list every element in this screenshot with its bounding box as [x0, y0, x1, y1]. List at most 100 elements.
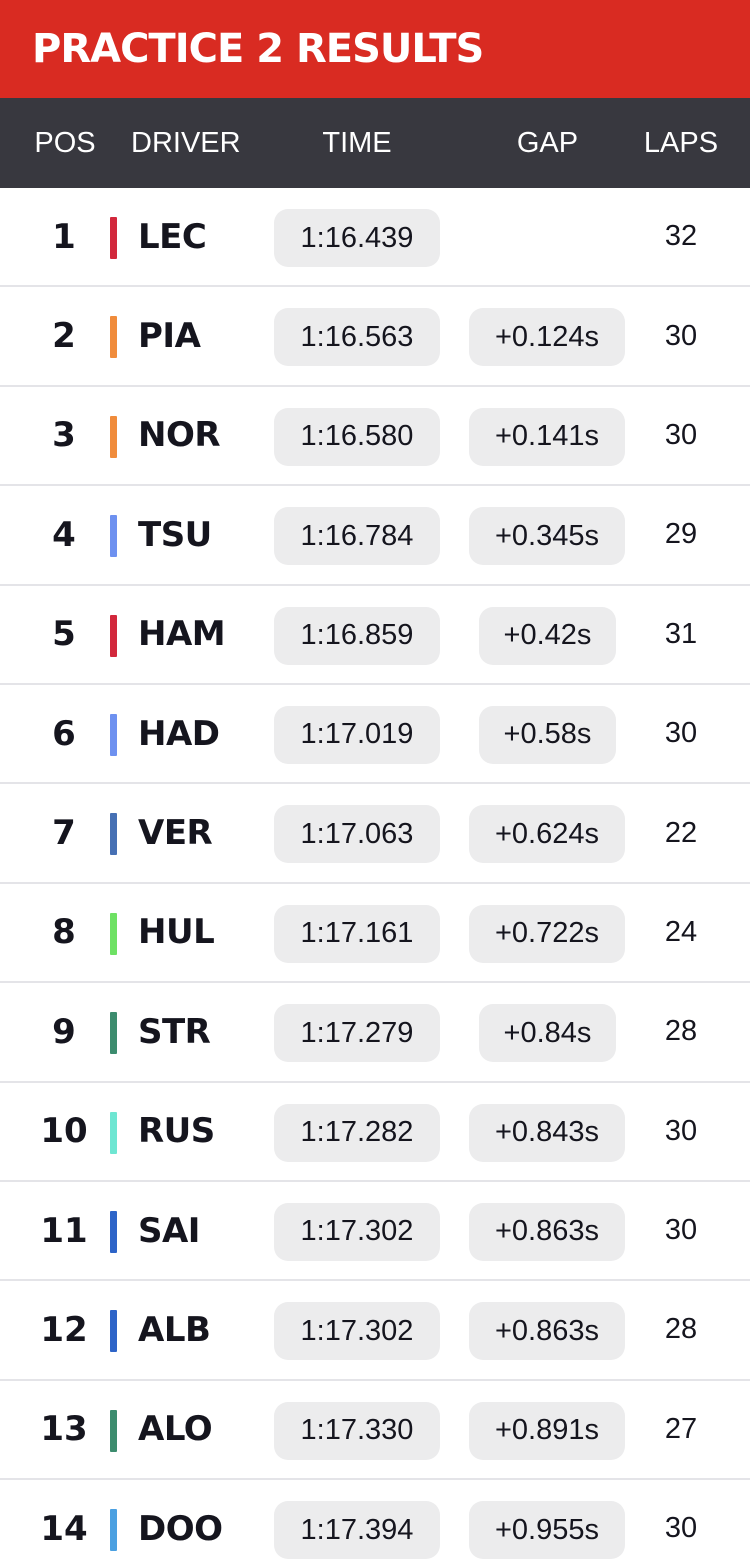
lap-time: 1:17.019 — [274, 705, 440, 764]
lap-time: 1:17.302 — [274, 1302, 440, 1361]
table-row[interactable]: 14 DOO 1:17.394 +0.955s 30 — [0, 1480, 750, 1566]
position: 1 — [52, 216, 76, 257]
gap-to-leader: +0.124s — [469, 308, 625, 367]
column-header-driver: DRIVER — [131, 127, 241, 159]
driver-code: LEC — [138, 216, 207, 257]
lap-time: 1:16.784 — [274, 507, 440, 566]
gap-to-leader: +0.624s — [469, 805, 625, 864]
lap-count: 27 — [664, 1412, 698, 1445]
title-bar: PRACTICE 2 RESULTS — [0, 0, 750, 98]
table-row[interactable]: 7 VER 1:17.063 +0.624s 22 — [0, 784, 750, 884]
position: 7 — [52, 813, 76, 854]
table-row[interactable]: 2 PIA 1:16.563 +0.124s 30 — [0, 287, 750, 387]
gap-to-leader: +0.863s — [469, 1202, 625, 1261]
lap-time: 1:16.859 — [274, 606, 440, 665]
team-color-bar — [110, 515, 117, 558]
position: 6 — [52, 713, 76, 754]
lap-count: 29 — [664, 518, 698, 551]
table-row[interactable]: 13 ALO 1:17.330 +0.891s 27 — [0, 1381, 750, 1481]
position: 13 — [40, 1409, 88, 1450]
table-row[interactable]: 9 STR 1:17.279 +0.84s 28 — [0, 983, 750, 1083]
team-color-bar — [110, 1310, 117, 1353]
lap-time: 1:17.394 — [274, 1501, 440, 1560]
lap-count: 30 — [664, 418, 698, 451]
position: 12 — [40, 1309, 88, 1350]
driver-code: ALB — [138, 1309, 211, 1350]
column-header-time: TIME — [322, 127, 392, 159]
gap-to-leader: +0.863s — [469, 1302, 625, 1361]
lap-time: 1:17.302 — [274, 1202, 440, 1261]
lap-count: 30 — [664, 717, 698, 750]
lap-count: 22 — [664, 816, 698, 849]
position: 10 — [40, 1111, 88, 1152]
position: 11 — [40, 1210, 88, 1251]
team-color-bar — [110, 1012, 117, 1055]
table-row[interactable]: 4 TSU 1:16.784 +0.345s 29 — [0, 486, 750, 586]
driver-code: RUS — [138, 1111, 215, 1152]
gap-to-leader: +0.955s — [469, 1501, 625, 1560]
team-color-bar — [110, 713, 117, 756]
table-row[interactable]: 11 SAI 1:17.302 +0.863s 30 — [0, 1182, 750, 1282]
lap-time: 1:16.439 — [274, 209, 440, 267]
table-row[interactable]: 5 HAM 1:16.859 +0.42s 31 — [0, 586, 750, 685]
driver-code: VER — [138, 813, 213, 854]
position: 8 — [52, 912, 76, 953]
gap-to-leader: +0.84s — [479, 1004, 616, 1063]
gap-to-leader: +0.42s — [479, 606, 616, 665]
team-color-bar — [110, 217, 117, 259]
lap-count: 24 — [664, 915, 698, 948]
results-table: 1 LEC 1:16.439 32 2 PIA 1:16.563 +0.124s 30 3 NOR 1… — [0, 188, 750, 1566]
column-header-pos: POS — [34, 127, 96, 159]
team-color-bar — [110, 316, 117, 359]
page-title: PRACTICE 2 RESULTS — [32, 26, 484, 72]
driver-code: TSU — [138, 514, 212, 555]
gap-to-leader: +0.722s — [469, 904, 625, 963]
lap-count: 30 — [664, 1214, 698, 1247]
driver-code: PIA — [138, 316, 201, 357]
gap-to-leader: +0.345s — [469, 507, 625, 566]
driver-code: DOO — [138, 1508, 223, 1549]
column-header-laps: LAPS — [643, 127, 719, 159]
position: 4 — [52, 514, 76, 555]
table-row[interactable]: 3 NOR 1:16.580 +0.141s 30 — [0, 387, 750, 487]
table-row[interactable]: 10 RUS 1:17.282 +0.843s 30 — [0, 1083, 750, 1182]
lap-time: 1:17.063 — [274, 805, 440, 864]
lap-time: 1:17.279 — [274, 1004, 440, 1063]
gap-to-leader: +0.58s — [479, 705, 616, 764]
lap-count: 32 — [664, 220, 698, 253]
team-color-bar — [110, 614, 117, 657]
lap-time: 1:16.563 — [274, 308, 440, 367]
table-row[interactable]: 8 HUL 1:17.161 +0.722s 24 — [0, 884, 750, 984]
team-color-bar — [110, 813, 117, 856]
lap-time: 1:16.580 — [274, 407, 440, 466]
team-color-bar — [110, 415, 117, 458]
position: 2 — [52, 316, 76, 357]
driver-code: STR — [138, 1011, 211, 1052]
driver-code: SAI — [138, 1210, 200, 1251]
position: 9 — [52, 1011, 76, 1052]
driver-code: HAM — [138, 614, 226, 655]
driver-code: HUL — [138, 912, 215, 953]
driver-code: HAD — [138, 713, 220, 754]
team-color-bar — [110, 912, 117, 955]
lap-time: 1:17.282 — [274, 1103, 440, 1162]
driver-code: ALO — [138, 1409, 213, 1450]
lap-count: 30 — [664, 1114, 698, 1147]
lap-count: 31 — [664, 617, 698, 650]
lap-time: 1:17.330 — [274, 1401, 440, 1460]
driver-code: NOR — [138, 415, 221, 456]
gap-to-leader: +0.843s — [469, 1103, 625, 1162]
column-header-gap: GAP — [516, 127, 579, 159]
table-row[interactable]: 6 HAD 1:17.019 +0.58s 30 — [0, 685, 750, 785]
lap-count: 30 — [664, 1512, 698, 1545]
lap-count: 30 — [664, 319, 698, 352]
table-row[interactable]: 12 ALB 1:17.302 +0.863s 28 — [0, 1281, 750, 1381]
position: 14 — [40, 1508, 88, 1549]
team-color-bar — [110, 1111, 117, 1154]
team-color-bar — [110, 1409, 117, 1452]
gap-to-leader: +0.141s — [469, 407, 625, 466]
table-header: POS DRIVER TIME GAP LAPS — [0, 98, 750, 188]
lap-count: 28 — [664, 1313, 698, 1346]
team-color-bar — [110, 1509, 117, 1552]
table-row[interactable]: 1 LEC 1:16.439 32 — [0, 188, 750, 288]
